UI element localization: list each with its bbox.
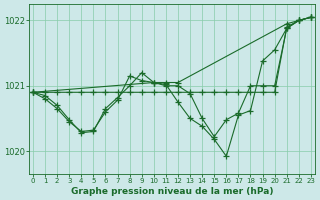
X-axis label: Graphe pression niveau de la mer (hPa): Graphe pression niveau de la mer (hPa) [71,187,273,196]
